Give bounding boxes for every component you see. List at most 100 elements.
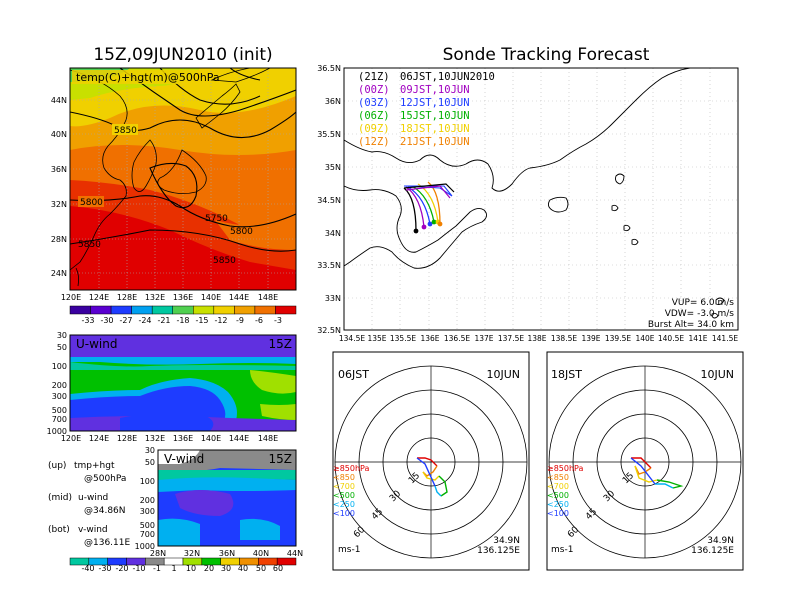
- sonde-track: [405, 185, 451, 199]
- contour-label-3: 5750: [205, 214, 228, 224]
- hodograph-segment: [634, 465, 658, 483]
- wind-bar-label: 30: [221, 564, 231, 573]
- polar-right-pressure-legend: ≥850hPa <850 <700 <500 <250 <100: [547, 464, 584, 518]
- lon-tick: 128E: [117, 434, 137, 443]
- legend-mid-line2: @34.86N: [84, 506, 126, 516]
- temp-bar-swatch: [131, 305, 153, 315]
- pressure-legend-item: <850: [333, 473, 355, 482]
- launch-time-1: 09JST,10JUN: [400, 84, 470, 96]
- launch-time-5: 21JST,10JUN: [400, 136, 470, 148]
- pressure-legend-item: <500: [333, 491, 355, 500]
- lat-tick: 32.5N: [317, 326, 341, 335]
- wind-bar-swatch: [276, 557, 297, 566]
- burst-text: Burst Alt= 34.0 km: [648, 320, 734, 330]
- p-tick: 500: [140, 521, 155, 530]
- lon-tick: 138E: [527, 334, 546, 343]
- legend-up-line2: @500hPa: [84, 474, 126, 484]
- lon-tick: 137E: [474, 334, 493, 343]
- lat-tick: 36N: [325, 97, 341, 106]
- pressure-legend-item: <100: [333, 509, 355, 518]
- lon-tick: 138.5E: [551, 334, 577, 343]
- lat-tick: 40N: [51, 130, 67, 139]
- ring-label: 60: [352, 525, 367, 540]
- pressure-legend-item: <700: [547, 482, 569, 491]
- p-tick: 700: [140, 530, 155, 539]
- temp-bar-label: -21: [157, 316, 170, 325]
- wind-bar-label: 40: [238, 564, 248, 573]
- top-map-frame: [69, 67, 297, 291]
- temp-bar-swatch: [69, 305, 91, 315]
- landing-point: [413, 228, 419, 234]
- tracking-map-grid: [344, 68, 738, 330]
- polar-frame: [332, 351, 530, 571]
- hodograph-segment: [656, 479, 684, 489]
- polar-frame: [546, 351, 744, 571]
- lon-tick: 144E: [229, 434, 249, 443]
- legend-bot-line1: v-wind: [78, 525, 108, 535]
- p-tick: 500: [52, 406, 67, 415]
- u-wind-label: U-wind: [76, 337, 117, 351]
- lon-tick: 141.5E: [712, 334, 738, 343]
- lon-tick: 140.5E: [658, 334, 684, 343]
- tracking-map-lon-ticks: 134.5E 135E 135.5E 136E 136.5E 137E 137.…: [339, 334, 738, 343]
- top-map-lat-ticks: 44N 40N 36N 32N 28N 24N: [51, 96, 67, 278]
- polar-right-date: 10JUN: [700, 368, 734, 381]
- lon-tick: 120E: [61, 434, 81, 443]
- japan-coastline: [344, 68, 725, 319]
- launch-time-2: 12JST,10JUN: [400, 97, 470, 109]
- polar-left-lat: 34.9N: [493, 536, 520, 546]
- temp-bar-swatch: [151, 305, 173, 315]
- lon-tick: 139.5E: [605, 334, 631, 343]
- lat-tick: 44N: [287, 549, 303, 558]
- u-wind-lon-ticks: 120E 124E 128E 132E 136E 140E 144E 148E: [61, 434, 278, 443]
- launch-code-0: (21Z): [358, 71, 390, 83]
- coastline-top: [70, 68, 271, 287]
- left-title: 15Z,09JUN2010 (init): [93, 45, 272, 65]
- lon-tick: 134.5E: [339, 334, 365, 343]
- wind-bar-label: 50: [256, 564, 266, 573]
- polar-right-lat: 34.9N: [707, 536, 734, 546]
- hodograph-segment: [417, 457, 438, 467]
- polar-right-units: ms-1: [551, 545, 573, 555]
- temperature-colorbar-labels: -33 -30 -27 -24 -21 -18 -15 -12 -9 -6 -3: [81, 316, 282, 325]
- p-tick: 100: [52, 362, 67, 371]
- lon-tick: 128E: [117, 293, 137, 302]
- legend-up-key: (up): [48, 461, 66, 471]
- sonde-tracks: [403, 181, 455, 234]
- wind-bar-label: 60: [273, 564, 283, 573]
- hodograph-segment: [630, 457, 656, 485]
- launch-time-4: 18JST,10JUN: [400, 123, 470, 135]
- lon-tick: 132E: [145, 293, 165, 302]
- temp-bar-label: -18: [176, 316, 189, 325]
- lon-tick: 140E: [201, 293, 221, 302]
- sonde-track: [427, 181, 441, 225]
- legend-mid-key: (mid): [48, 493, 72, 503]
- p-tick: 300: [52, 392, 67, 401]
- pressure-legend-item: <250: [333, 500, 355, 509]
- lat-tick: 44N: [51, 96, 67, 105]
- ring-label: 15: [407, 471, 422, 486]
- p-tick: 700: [52, 415, 67, 424]
- lon-tick: 148E: [258, 293, 278, 302]
- polar-left-units: ms-1: [338, 545, 360, 555]
- landing-point: [437, 221, 443, 227]
- p-tick: 300: [140, 507, 155, 516]
- launch-code-3: (06Z): [358, 110, 390, 122]
- launch-code-1: (00Z): [358, 84, 390, 96]
- sonde-track: [403, 183, 455, 193]
- lat-tick: 36N: [219, 549, 235, 558]
- pressure-legend-item: ≥850hPa: [333, 464, 370, 473]
- temp-bar-swatch: [254, 305, 276, 315]
- pressure-legend-item: <250: [547, 500, 569, 509]
- sonde-track: [411, 185, 435, 223]
- temp-bar-swatch: [110, 305, 132, 315]
- legend-bot-line2: @136.11E: [84, 538, 130, 548]
- lon-tick: 124E: [89, 434, 109, 443]
- temp-bar-swatch: [193, 305, 215, 315]
- contour-label-4: 5800: [230, 227, 253, 237]
- v-wind-label: V-wind: [164, 452, 204, 466]
- top-map-label-bg: [72, 70, 206, 84]
- polar-left-lon: 136.125E: [477, 546, 520, 556]
- lon-tick: 135E: [367, 334, 386, 343]
- ascent-parameters: VUP= 6.0 m/s VDW= -3.0 m/s Burst Alt= 34…: [648, 298, 734, 330]
